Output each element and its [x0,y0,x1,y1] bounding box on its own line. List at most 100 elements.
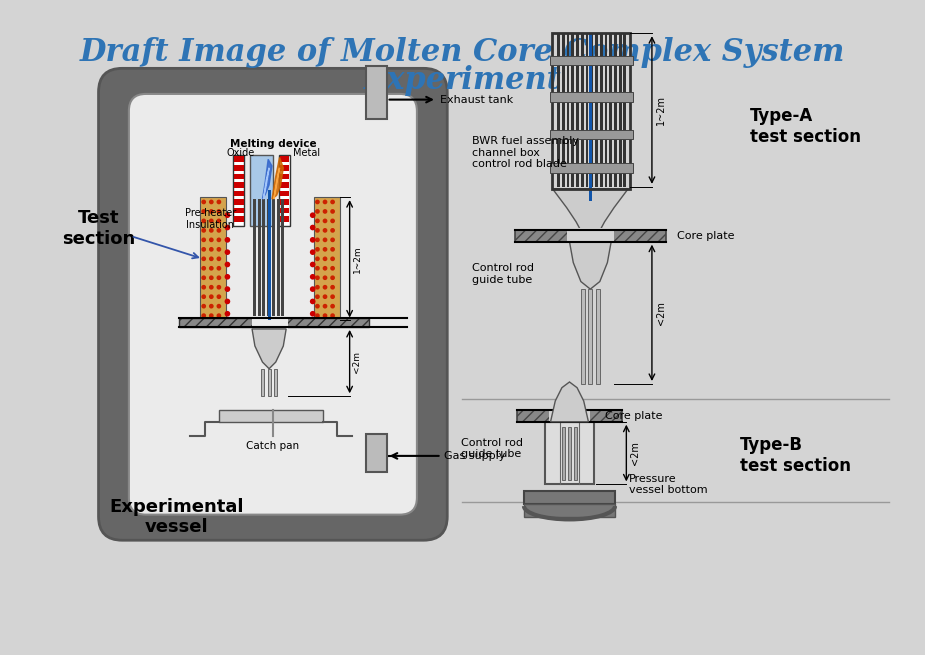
Circle shape [202,266,206,271]
Bar [586,33,588,187]
Circle shape [330,247,335,252]
Polygon shape [264,168,269,199]
Circle shape [330,228,335,233]
Bar [599,33,603,187]
Bar [365,434,387,472]
Text: Metal: Metal [293,149,321,159]
Circle shape [310,225,315,231]
Circle shape [330,275,335,280]
Circle shape [202,247,206,252]
Circle shape [310,299,315,305]
Bar [279,216,289,222]
Polygon shape [272,157,283,199]
Bar [279,191,289,196]
Circle shape [209,247,214,252]
Circle shape [330,294,335,299]
Circle shape [330,200,335,204]
Text: Draft Image of Molten Core Complex System: Draft Image of Molten Core Complex Syste… [80,37,845,67]
Circle shape [225,237,230,243]
Circle shape [225,299,230,305]
Circle shape [323,238,327,242]
Circle shape [225,250,230,255]
Bar [572,33,574,187]
Text: Pressure
vessel bottom: Pressure vessel bottom [629,474,708,495]
Bar [200,197,227,320]
Bar [589,33,592,201]
Circle shape [323,313,327,318]
Circle shape [315,275,320,280]
Circle shape [209,294,214,299]
Bar [234,216,243,222]
Circle shape [225,311,230,316]
Circle shape [202,285,206,290]
Circle shape [216,209,221,214]
Circle shape [323,200,327,204]
Circle shape [209,200,214,204]
Circle shape [323,209,327,214]
Bar [279,165,289,171]
Bar [279,182,289,188]
Circle shape [330,313,335,318]
Circle shape [216,238,221,242]
Bar [514,231,666,242]
Circle shape [216,266,221,271]
Bar [549,130,633,140]
Bar [278,155,290,225]
Circle shape [216,275,221,280]
Circle shape [310,212,315,218]
Circle shape [209,313,214,318]
Circle shape [209,275,214,280]
Circle shape [202,219,206,223]
Bar [596,289,599,384]
Circle shape [323,266,327,271]
Bar [314,197,340,320]
Circle shape [209,266,214,271]
Circle shape [216,294,221,299]
Circle shape [209,304,214,309]
Circle shape [330,219,335,223]
Bar [524,504,615,517]
Bar [179,318,368,327]
FancyBboxPatch shape [129,94,417,515]
Circle shape [315,304,320,309]
Bar [279,199,289,205]
Circle shape [202,304,206,309]
Bar [545,422,594,484]
Text: Control rod
guide tube: Control rod guide tube [461,438,523,459]
Bar [250,155,273,225]
Bar [549,409,590,424]
Circle shape [202,275,206,280]
Circle shape [310,274,315,280]
Bar [524,491,615,504]
Bar [552,33,630,189]
Circle shape [323,219,327,223]
Bar [365,66,387,119]
Circle shape [315,247,320,252]
Circle shape [225,286,230,292]
Circle shape [216,285,221,290]
Circle shape [315,313,320,318]
Circle shape [209,228,214,233]
Bar [253,199,256,320]
Bar [588,289,592,384]
Circle shape [323,304,327,309]
Circle shape [310,311,315,316]
Bar [279,208,289,214]
Bar [279,157,289,162]
Bar [219,411,323,422]
Circle shape [209,285,214,290]
Bar [234,182,243,188]
Polygon shape [263,159,272,199]
Text: Catch pan: Catch pan [246,441,300,451]
Circle shape [225,274,230,280]
Polygon shape [252,329,286,369]
Bar [263,199,265,320]
Text: Control rod
guide tube: Control rod guide tube [472,263,534,285]
Polygon shape [552,189,628,238]
Bar [549,92,633,102]
Text: <2m: <2m [352,350,362,373]
Text: Type-A
test section: Type-A test section [749,107,860,145]
Bar [261,369,264,396]
Bar [234,157,243,162]
Circle shape [315,294,320,299]
